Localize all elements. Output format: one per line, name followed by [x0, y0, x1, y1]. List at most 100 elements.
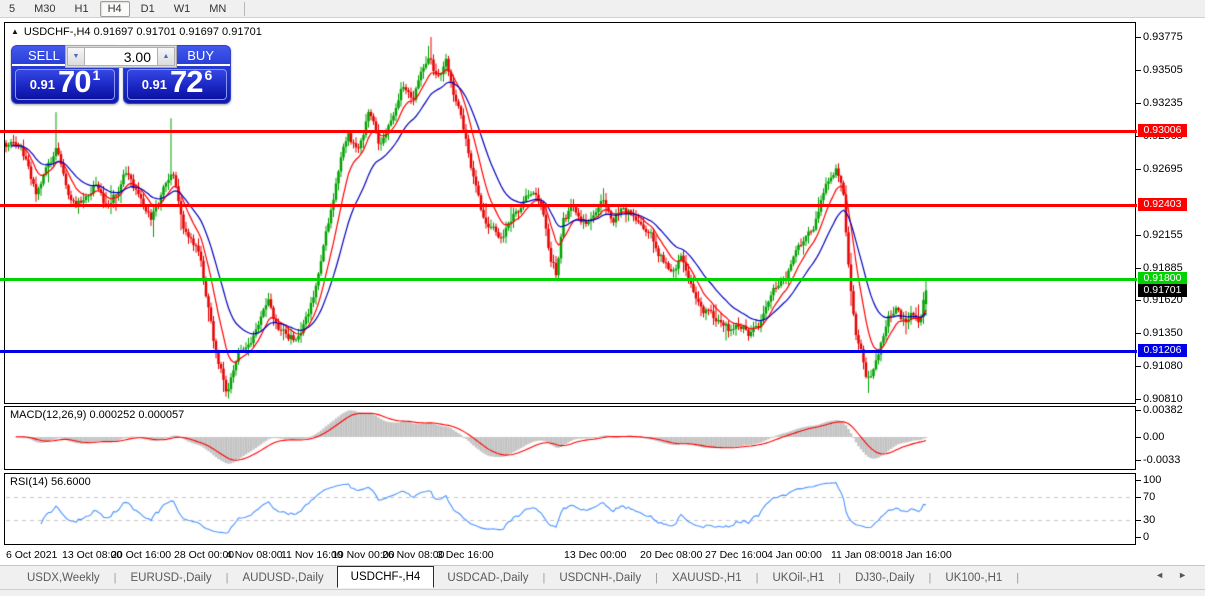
time-axis-label: 3 Dec 16:00: [437, 549, 494, 561]
timeframe-button-d1[interactable]: D1: [140, 2, 155, 15]
buy-price-sup: 6: [204, 67, 213, 83]
time-axis-label: 13 Dec 00:00: [564, 549, 627, 561]
tab-separator: |: [838, 571, 842, 584]
buy-button[interactable]: BUY: [124, 46, 230, 66]
price-axis-tick-mark: [1136, 333, 1141, 335]
volume-input[interactable]: 3.00: [85, 47, 157, 66]
sell-price-big: 70: [58, 64, 91, 99]
macd-axis-tick-label: 0.00382: [1143, 404, 1183, 416]
time-axis-label: 11 Nov 16:00: [281, 549, 343, 561]
rsi-label: RSI(14) 56.6000: [10, 476, 91, 488]
tab-separator: |: [225, 571, 229, 584]
time-axis-label: 11 Jan 08:00: [831, 549, 891, 561]
price-axis-tick-label: 0.90810: [1143, 393, 1183, 406]
time-axis-label: 28 Oct 00:00: [174, 549, 235, 561]
rsi-axis-tick-label: 30: [1143, 514, 1156, 526]
macd-indicator-panel[interactable]: MACD(12,26,9) 0.000252 0.000057: [4, 406, 1136, 470]
buy-price-button[interactable]: 0.91 72 6: [127, 64, 227, 100]
one-click-trading-panel: SELL 0.91 70 1 BUY 0.91 72 6 ▼ 3.00 ▲: [9, 44, 233, 106]
timeframe-toolbar: 5 M30 H1 H4 D1 W1 MN: [0, 0, 1205, 18]
buy-price-big: 72: [170, 64, 203, 99]
tab-dj30-daily[interactable]: DJ30-,Daily: [855, 571, 915, 584]
tab-separator: |: [113, 571, 117, 584]
horizontal-line-0.91206[interactable]: [0, 350, 1137, 354]
rsi-indicator-panel[interactable]: RSI(14) 56.6000: [4, 473, 1136, 545]
timeframe-button-w1[interactable]: W1: [173, 2, 191, 15]
timeframe-button-h1[interactable]: H1: [74, 2, 89, 15]
rsi-axis-tick-mark: [1136, 537, 1141, 538]
tab-scroll-arrows: ◄ ►: [1155, 570, 1187, 580]
bottom-strip: [0, 589, 1205, 596]
price-axis-tick-mark: [1136, 69, 1141, 71]
rsi-axis-tick-label: 70: [1143, 491, 1156, 503]
tab-uk100-h1[interactable]: UK100-,H1: [945, 571, 1003, 584]
tab-separator: |: [1016, 571, 1020, 584]
horizontal-line-0.91800[interactable]: [0, 277, 1137, 281]
rsi-axis-tick-mark: [1136, 480, 1141, 481]
tab-usdx-weekly[interactable]: USDX,Weekly: [27, 571, 100, 584]
time-axis-label: 4 Nov 08:00: [226, 549, 283, 561]
rsi-axis-tick-mark: [1136, 520, 1141, 521]
volume-increase-button[interactable]: ▲: [157, 47, 175, 66]
price-axis-tick-label: 0.93235: [1143, 96, 1183, 109]
price-axis-tick-mark: [1136, 399, 1141, 401]
tab-separator: |: [655, 571, 658, 584]
rsi-axis-tick-label: 0: [1143, 531, 1150, 543]
tab-scroll-left-icon[interactable]: ◄: [1155, 570, 1165, 580]
sell-price-sup: 1: [92, 67, 101, 83]
price-axis-tick-label: 0.91620: [1143, 294, 1183, 307]
time-axis-label: 26 Nov 08:00: [382, 549, 445, 561]
level-price-label: 0.91800: [1138, 271, 1187, 285]
buy-price-prefix: 0.91: [141, 77, 168, 92]
tab-eurusd-daily[interactable]: EURUSD-,Daily: [130, 571, 212, 584]
timeframe-button-mn[interactable]: MN: [209, 2, 227, 15]
level-price-label: 0.92403: [1138, 198, 1187, 212]
tab-scroll-right-icon[interactable]: ►: [1178, 570, 1187, 580]
price-axis-tick-label: 0.93775: [1143, 31, 1183, 43]
price-axis-tick-mark: [1136, 300, 1141, 302]
time-axis-label: 13 Oct 08:00: [62, 549, 123, 561]
time-axis-label: 20 Dec 08:00: [640, 549, 703, 561]
price-axis-tick-mark: [1136, 267, 1141, 269]
macd-axis-tick-label: 0.00: [1143, 431, 1165, 443]
timeframe-button-5[interactable]: 5: [9, 2, 16, 15]
price-axis-tick-mark: [1136, 234, 1141, 236]
rsi-canvas[interactable]: [5, 474, 1135, 544]
collapse-trade-panel-icon[interactable]: ▲: [11, 27, 19, 36]
macd-canvas[interactable]: [5, 407, 1135, 469]
chart-title-row: ▲ USDCHF-,H4 0.91697 0.91701 0.91697 0.9…: [11, 26, 262, 38]
horizontal-line-0.92403[interactable]: [0, 204, 1137, 208]
price-axis-tick-label: 0.92155: [1143, 228, 1183, 241]
level-price-label: 0.93006: [1138, 124, 1187, 138]
volume-decrease-button[interactable]: ▼: [67, 47, 85, 66]
time-axis-label: 6 Oct 2021: [6, 549, 58, 561]
price-axis-tick-mark: [1136, 168, 1141, 170]
timeframe-buttons: 5 M30 H1 H4 D1 W1 MN: [1, 0, 234, 17]
sell-price-button[interactable]: 0.91 70 1: [15, 64, 115, 100]
macd-axis-tick-label: -0.0033: [1143, 454, 1181, 466]
chart-tab-bar: USDX,Weekly | EURUSD-,Daily | AUDUSD-,Daily U…: [0, 565, 1205, 589]
tab-usdchf-h4[interactable]: USDCHF-,H4: [336, 566, 435, 588]
tab-audusd-daily[interactable]: AUDUSD-,Daily: [242, 571, 324, 584]
timeframe-button-h4[interactable]: H4: [99, 0, 130, 17]
time-axis-label: 27 Dec 16:00: [705, 549, 768, 561]
time-axis-label: 19 Nov 00:00: [332, 549, 395, 561]
tab-xauusd-h1[interactable]: XAUUSD-,H1: [671, 571, 742, 584]
timeframe-button-m30[interactable]: M30: [34, 2, 56, 15]
tab-usdcnh-daily[interactable]: USDCNH-,Daily: [559, 571, 642, 584]
rsi-axis-tick-mark: [1136, 497, 1141, 498]
tab-usdcad-daily[interactable]: USDCAD-,Daily: [447, 571, 529, 584]
main-chart-panel[interactable]: ▲ USDCHF-,H4 0.91697 0.91701 0.91697 0.9…: [0, 22, 1137, 404]
price-axis-tick-label: 0.92695: [1143, 162, 1183, 175]
macd-axis-tick-mark: [1136, 460, 1141, 461]
chart-title: USDCHF-,H4 0.91697 0.91701 0.91697 0.917…: [23, 26, 262, 38]
price-axis-tick-label: 0.91350: [1143, 327, 1183, 340]
tab-ukoil-h1[interactable]: UKOil-,H1: [772, 571, 825, 584]
horizontal-line-0.93006[interactable]: [0, 130, 1137, 134]
price-axis-tick-label: 0.93505: [1143, 63, 1183, 76]
tab-separator: |: [755, 571, 759, 584]
time-axis[interactable]: 6 Oct 2021 13 Oct 08:00 20 Oct 16:00 28 Oct…: [4, 545, 1136, 565]
price-axis-tick-mark: [1136, 366, 1141, 368]
time-axis-label: 20 Oct 16:00: [111, 549, 172, 561]
